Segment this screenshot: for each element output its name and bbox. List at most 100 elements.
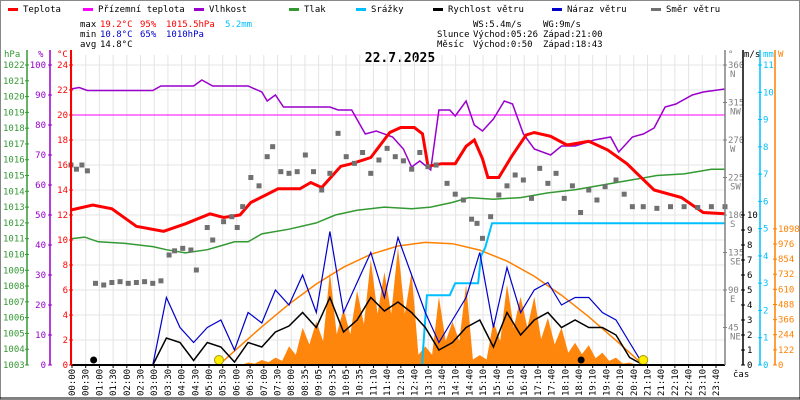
wind-direction-point <box>520 177 526 183</box>
stat-avg-label: avg <box>80 40 96 50</box>
x-tick-label: 02:00 <box>123 369 133 396</box>
x-tick-label: 11:40 <box>383 369 393 396</box>
wind-direction-point <box>133 280 139 286</box>
legend-label: Tlak <box>304 5 326 15</box>
x-tick-label: 13:10 <box>424 369 434 396</box>
wind-direction-point <box>512 172 518 178</box>
wind-direction-point <box>392 154 398 160</box>
wind-direction-point <box>425 164 431 170</box>
wind-direction-point <box>496 192 502 198</box>
solar-tick-label: 244 <box>778 331 794 341</box>
direction-compass-label: N <box>730 70 735 80</box>
rain-tick-label: 7 <box>763 170 768 180</box>
pressure-tick-label: 1005 <box>3 329 25 339</box>
wind-direction-point <box>668 204 673 210</box>
legend-swatch <box>194 8 204 11</box>
direction-compass-label: SW <box>730 183 741 193</box>
x-tick-label: 10:05 <box>342 369 352 396</box>
x-tick-label: 12:10 <box>397 369 407 396</box>
wind-direction-point <box>654 205 660 211</box>
temperature-tick-label: 18 <box>57 136 68 146</box>
x-tick-label: 00:30 <box>82 369 92 396</box>
pressure-line <box>70 168 725 254</box>
rain-tick-label: 1 <box>763 334 768 344</box>
wind-speed-tick-label: 9 <box>747 226 752 236</box>
sunrise-marker <box>213 355 224 365</box>
wind-direction-point <box>335 130 341 136</box>
direction-compass-label: NW <box>730 108 741 118</box>
wind-direction-point <box>368 170 374 176</box>
rain-tick-label: 2 <box>763 306 768 316</box>
temperature-tick-label: 20 <box>57 111 68 121</box>
humidity-line <box>70 79 726 172</box>
temperature-tick-label: 22 <box>57 86 68 96</box>
solar-tick-label: 488 <box>778 300 794 310</box>
x-tick-label: 19:40 <box>602 369 612 396</box>
wind-direction-point <box>166 252 172 258</box>
x-tick-label: 16:10 <box>506 369 516 396</box>
wind-direction-point <box>681 204 687 210</box>
wind-speed-line <box>71 295 725 366</box>
rain-tick-label: 10 <box>763 88 774 98</box>
rain-axis-unit: mm <box>763 50 774 60</box>
wind-direction-point <box>545 180 551 186</box>
wind-speed-tick-label: 3 <box>747 316 752 326</box>
x-tick-label: 19:10 <box>589 369 599 396</box>
legend-label: Přízemní teplota <box>98 5 185 15</box>
rain-tick-label: 4 <box>763 252 768 262</box>
wind-direction-point <box>278 169 284 175</box>
pressure-tick-label: 1014 <box>3 187 25 197</box>
x-tick-label: 01:00 <box>95 369 105 396</box>
wind-direction-point <box>73 166 79 172</box>
pressure-tick-label: 1003 <box>3 361 25 371</box>
legend-label: Vlhkost <box>209 5 247 15</box>
x-tick-label: 14:10 <box>452 369 462 396</box>
direction-tick-label: 360 <box>728 61 744 71</box>
wind-direction-point <box>210 237 216 243</box>
legend-swatch <box>651 8 661 11</box>
temperature-tick-label: 2 <box>63 336 68 346</box>
wind-direction-point <box>343 154 349 160</box>
wind-direction-point <box>537 165 543 171</box>
wind-speed-tick-label: 5 <box>747 286 752 296</box>
chart-title: 22.7.2025 <box>365 51 435 66</box>
x-tick-label: 18:10 <box>561 369 571 396</box>
pressure-tick-label: 1017 <box>3 140 25 150</box>
moonset-marker <box>577 356 585 364</box>
humidity-tick-label: 0 <box>41 361 46 371</box>
pressure-tick-label: 1010 <box>3 250 25 260</box>
temperature-tick-label: 24 <box>57 61 68 71</box>
wind-direction-point <box>84 168 90 174</box>
wind-speed-tick-label: 1 <box>747 346 752 356</box>
legend: Teplota Přízemní teplota Vlhkost Tlak Srážky… <box>8 5 720 15</box>
wind-direction-point <box>311 169 317 175</box>
legend-swatch <box>356 8 366 11</box>
stat-max-label: max <box>80 20 97 30</box>
wind-direction-point <box>640 204 646 210</box>
x-tick-label: 23:10 <box>698 369 708 396</box>
stat-min-hum: 65% <box>140 30 157 40</box>
x-tick-label: 18:40 <box>575 369 585 396</box>
wind-direction-point <box>553 170 559 176</box>
stat-min-press: 1010hPa <box>166 30 204 40</box>
wind-direction-point <box>188 247 194 253</box>
wind-speed-tick-label: 4 <box>747 301 752 311</box>
x-tick-label: 17:10 <box>534 369 544 396</box>
humidity-tick-label: 10 <box>35 331 46 341</box>
pressure-tick-label: 1022 <box>3 61 25 71</box>
x-tick-label: 22:40 <box>685 369 695 396</box>
wind-direction-point <box>302 152 308 158</box>
x-tick-label: 12:40 <box>411 369 421 396</box>
wind-direction-point <box>240 204 246 210</box>
wind-direction-point <box>248 175 254 181</box>
wind-speed-tick-label: 6 <box>747 271 752 281</box>
temperature-tick-label: 16 <box>57 161 68 171</box>
wind-direction-point <box>586 187 592 193</box>
axes: hPa1003100410051006100710081009101010111… <box>0 50 800 399</box>
rain-tick-label: 9 <box>763 116 768 126</box>
sunrise-time: Východ:05:26 <box>473 30 538 40</box>
direction-axis-unit: ° <box>728 50 733 60</box>
x-tick-label: 21:40 <box>657 369 667 396</box>
sun-label: Slunce <box>437 30 470 40</box>
x-tick-label: 01:30 <box>109 369 119 396</box>
